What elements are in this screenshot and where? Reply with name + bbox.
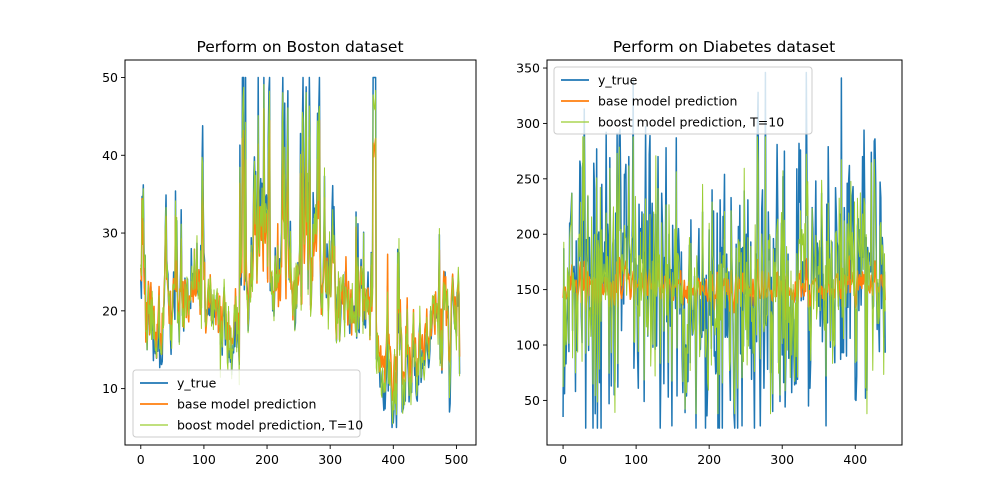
legend-label: y_true: [598, 73, 638, 88]
x-tick-label: 400: [843, 452, 867, 467]
boston-y-axis: 10 20 30 40 50: [102, 70, 125, 396]
y-tick-label: 300: [516, 116, 540, 131]
legend-label: base model prediction: [598, 94, 737, 109]
diabetes-base-prediction-line: [562, 255, 886, 321]
legend-label: base model prediction: [177, 397, 316, 412]
x-tick-label: 500: [445, 452, 469, 467]
y-tick-label: 10: [102, 381, 118, 396]
boston-x-axis: 0 100 200 300 400 500: [137, 445, 469, 467]
diabetes-boost-prediction-line: [562, 136, 886, 415]
x-tick-label: 200: [255, 452, 279, 467]
legend-box: [132, 369, 361, 438]
diabetes-subplot: Perform on Diabetes dataset 0 100 200 300 40…: [516, 38, 903, 467]
x-tick-label: 0: [559, 452, 567, 467]
y-tick-label: 350: [516, 61, 540, 76]
x-tick-label: 300: [318, 452, 342, 467]
boston-plot-area: [140, 76, 461, 429]
x-tick-label: 100: [192, 452, 216, 467]
diabetes-axes-frame: [546, 59, 903, 446]
y-tick-label: 250: [516, 171, 540, 186]
x-tick-label: 0: [137, 452, 145, 467]
y-tick-label: 40: [102, 148, 118, 163]
x-tick-label: 300: [770, 452, 794, 467]
y-tick-label: 20: [102, 303, 118, 318]
y-tick-label: 50: [524, 393, 540, 408]
boston-boost-prediction-line: [140, 84, 461, 425]
legend-label: boost model prediction, T=10: [598, 115, 784, 130]
legend-label: boost model prediction, T=10: [177, 418, 363, 433]
legend-label: y_true: [177, 376, 217, 391]
diabetes-y-axis: 50 100 150 200 250 300 350: [516, 61, 547, 408]
diabetes-plot-area: [562, 71, 886, 429]
y-tick-label: 30: [102, 226, 118, 241]
y-tick-label: 150: [516, 282, 540, 297]
x-tick-label: 400: [381, 452, 405, 467]
x-tick-label: 100: [624, 452, 648, 467]
y-tick-label: 200: [516, 227, 540, 242]
diabetes-x-axis: 0 100 200 300 400: [559, 445, 867, 467]
diabetes-chart-title: Perform on Diabetes dataset: [613, 38, 835, 56]
boston-axes-frame: [124, 59, 477, 446]
legend-box: [553, 66, 813, 135]
y-tick-label: 50: [102, 70, 118, 85]
boston-subplot: Perform on Boston dataset 0 100 200 300 400 5…: [102, 38, 477, 467]
boston-chart-title: Perform on Boston dataset: [196, 38, 403, 56]
y-tick-label: 100: [516, 338, 540, 353]
x-tick-label: 200: [697, 452, 721, 467]
